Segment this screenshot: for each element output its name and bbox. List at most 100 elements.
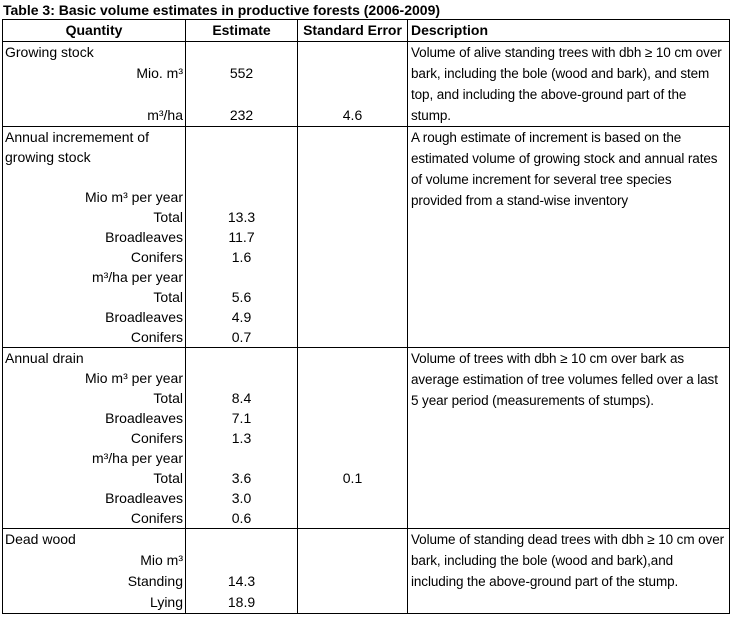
estimate-cell <box>186 84 297 105</box>
column-header-description: Description <box>411 22 489 38</box>
quantity-cell: Broadleaves <box>105 309 183 325</box>
estimate-cell <box>186 529 297 550</box>
quantity-cell: Mio m³ per year <box>84 189 183 205</box>
description-cell: Volume of standing dead trees with dbh ≥… <box>411 532 724 589</box>
quantity-cell: Mio m³ per year <box>84 370 183 386</box>
quantity-cell: Annual drain <box>5 350 84 366</box>
quantity-cell: Dead wood <box>5 531 76 547</box>
quantity-column: Annual incremement of growing stock Mio m³… <box>3 127 186 347</box>
quantity-cell: Annual incremement of <box>5 129 149 145</box>
stderr-cell: 4.6 <box>342 107 363 123</box>
quantity-cell: Conifers <box>130 249 183 265</box>
stderr-cell <box>298 550 407 571</box>
stderr-cell <box>298 287 407 307</box>
quantity-cell: Growing stock <box>5 44 94 60</box>
estimate-cell <box>186 167 297 187</box>
quantity-column: Growing stock Mio. m³ m³/ha <box>3 42 186 126</box>
estimate-column: 552 232 <box>186 42 298 126</box>
section-annual-drain: Annual drain Mio m³ per year Total Broadlea… <box>3 348 729 529</box>
table-title: Table 3: Basic volume estimates in produ… <box>3 2 441 18</box>
column-header-quantity: Quantity <box>3 20 186 41</box>
stderr-cell <box>298 408 407 428</box>
column-header-standard-error: Standard Error <box>298 20 408 41</box>
stderr-cell <box>298 84 407 105</box>
quantity-cell: Mio m³ <box>140 552 183 568</box>
estimate-cell <box>186 127 297 147</box>
stderr-column <box>298 127 408 347</box>
section-dead-wood: Dead wood Mio m³ Standing Lying 14.3 18.9 Vo… <box>3 529 729 613</box>
data-table: Quantity Estimate Standard Error Descrip… <box>2 19 730 614</box>
stderr-cell <box>298 147 407 167</box>
stderr-column <box>298 529 408 613</box>
stderr-column: 0.1 <box>298 348 408 528</box>
stderr-cell <box>298 327 407 347</box>
estimate-column: 13.3 11.7 1.6 5.6 4.9 0.7 <box>186 127 298 347</box>
quantity-cell: Conifers <box>130 510 183 526</box>
stderr-cell <box>298 592 407 613</box>
stderr-cell <box>298 448 407 468</box>
estimate-cell <box>186 42 297 63</box>
description-cell: Volume of alive standing trees with dbh … <box>411 45 722 123</box>
stderr-cell <box>298 488 407 508</box>
quantity-cell <box>3 84 185 105</box>
estimate-cell: 5.6 <box>231 289 252 305</box>
quantity-cell: m³/ha per year <box>91 269 183 285</box>
stderr-cell <box>298 187 407 207</box>
quantity-cell: Broadleaves <box>105 490 183 506</box>
stderr-cell <box>298 63 407 84</box>
estimate-cell: 1.6 <box>231 249 252 265</box>
description-cell: A rough estimate of increment is based o… <box>411 130 718 208</box>
quantity-cell: Total <box>153 209 183 225</box>
quantity-cell: Total <box>153 289 183 305</box>
estimate-cell: 13.3 <box>227 209 256 225</box>
stderr-cell <box>298 348 407 368</box>
quantity-cell: Mio. m³ <box>136 65 183 81</box>
estimate-cell: 0.6 <box>231 510 252 526</box>
estimate-cell: 0.7 <box>231 329 252 345</box>
quantity-cell: Conifers <box>130 329 183 345</box>
column-header-estimate: Estimate <box>186 20 298 41</box>
stderr-column: 4.6 <box>298 42 408 126</box>
stderr-cell <box>298 127 407 147</box>
description-cell: Volume of trees with dbh ≥ 10 cm over ba… <box>411 351 718 408</box>
stderr-cell <box>298 388 407 408</box>
quantity-cell: Total <box>153 470 183 486</box>
stderr-cell <box>298 267 407 287</box>
section-annual-increment: Annual incremement of growing stock Mio m³… <box>3 127 729 348</box>
estimate-cell <box>186 348 297 368</box>
estimate-cell: 4.9 <box>231 309 252 325</box>
quantity-column: Dead wood Mio m³ Standing Lying <box>3 529 186 613</box>
stderr-cell <box>298 207 407 227</box>
stderr-cell <box>298 368 407 388</box>
estimate-cell <box>186 267 297 287</box>
section-growing-stock: Growing stock Mio. m³ m³/ha 552 232 4.6 Vol… <box>3 42 729 127</box>
stderr-cell <box>298 529 407 550</box>
stderr-cell <box>298 42 407 63</box>
estimate-cell: 11.7 <box>228 229 255 245</box>
estimate-cell: 3.0 <box>231 490 252 506</box>
estimate-cell <box>186 368 297 388</box>
estimate-cell: 232 <box>229 107 254 123</box>
stderr-cell <box>298 167 407 187</box>
estimate-cell <box>186 147 297 167</box>
estimate-column: 8.4 7.1 1.3 3.6 3.0 0.6 <box>186 348 298 528</box>
stderr-cell <box>298 227 407 247</box>
estimate-cell: 7.1 <box>231 410 252 426</box>
quantity-cell: Broadleaves <box>105 229 183 245</box>
quantity-cell: Conifers <box>130 430 183 446</box>
quantity-cell: Standing <box>127 573 183 589</box>
quantity-cell: m³/ha <box>147 107 183 123</box>
estimate-cell: 14.3 <box>227 573 256 589</box>
stderr-cell <box>298 428 407 448</box>
quantity-cell: Total <box>153 390 183 406</box>
header-row: Quantity Estimate Standard Error Descrip… <box>3 20 729 42</box>
estimate-cell: 8.4 <box>231 390 252 406</box>
quantity-cell: Broadleaves <box>105 410 183 426</box>
estimate-cell: 1.3 <box>231 430 252 446</box>
estimate-cell: 3.6 <box>231 470 252 486</box>
estimate-cell <box>186 187 297 207</box>
stderr-cell: 0.1 <box>342 470 363 486</box>
quantity-column: Annual drain Mio m³ per year Total Broadlea… <box>3 348 186 528</box>
estimate-cell: 18.9 <box>227 594 256 610</box>
